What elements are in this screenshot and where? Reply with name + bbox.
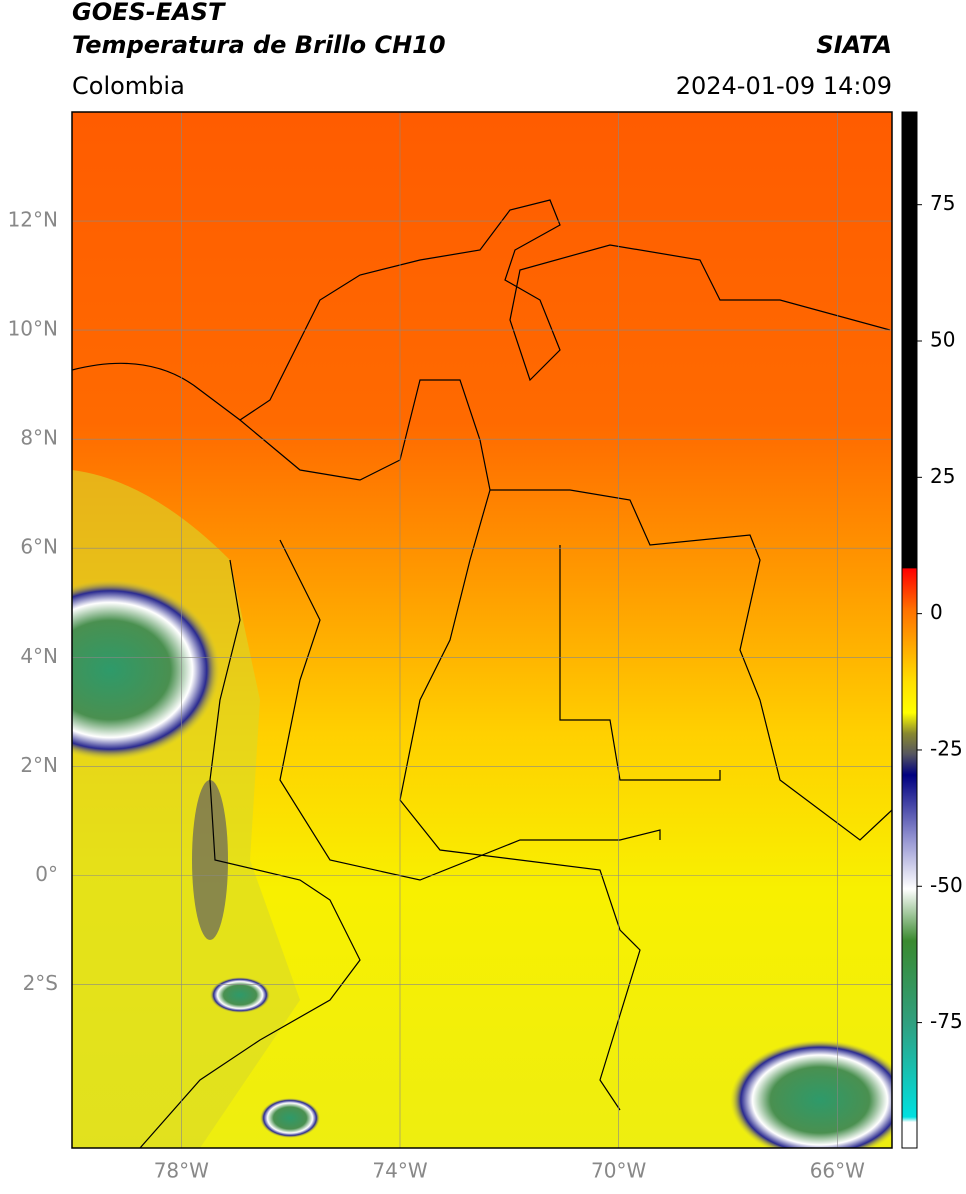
colorbar-label: -75 bbox=[930, 1009, 963, 1033]
colorbar-label: 0 bbox=[930, 600, 943, 624]
colorbar-label: 75 bbox=[930, 191, 955, 215]
cloud bbox=[192, 780, 228, 940]
lat-label: 2°S bbox=[23, 971, 58, 995]
lat-label: 4°N bbox=[20, 644, 58, 668]
source: SIATA bbox=[816, 31, 892, 59]
colorbar-label: -25 bbox=[930, 736, 963, 760]
lon-label: 66°W bbox=[810, 1159, 865, 1183]
lon-label: 78°W bbox=[154, 1159, 209, 1183]
colorbar-label: 50 bbox=[930, 328, 955, 352]
cloud bbox=[210, 977, 270, 1013]
cloud bbox=[730, 1040, 892, 1148]
lat-label: 6°N bbox=[20, 535, 58, 559]
grid bbox=[72, 112, 892, 1148]
title-line2: Temperatura de Brillo CH10 bbox=[72, 31, 446, 59]
title-line1: GOES-EAST bbox=[72, 0, 226, 26]
colorbar-label: -50 bbox=[930, 873, 963, 897]
lat-label: 12°N bbox=[8, 208, 58, 232]
colorbar bbox=[901, 111, 918, 1149]
map bbox=[72, 112, 892, 1148]
lat-label: 10°N bbox=[8, 317, 58, 341]
colorbar-label: 25 bbox=[930, 464, 955, 488]
datetime: 2024-01-09 14:09 bbox=[676, 72, 892, 100]
lat-label: 0° bbox=[35, 862, 58, 886]
lon-label: 74°W bbox=[372, 1159, 427, 1183]
cloud bbox=[260, 1098, 320, 1138]
lat-label: 8°N bbox=[20, 426, 58, 450]
cloud bbox=[72, 580, 220, 760]
map-frame bbox=[71, 111, 893, 1149]
lon-label: 70°W bbox=[591, 1159, 646, 1183]
lat-label: 2°N bbox=[20, 753, 58, 777]
region: Colombia bbox=[72, 72, 185, 100]
